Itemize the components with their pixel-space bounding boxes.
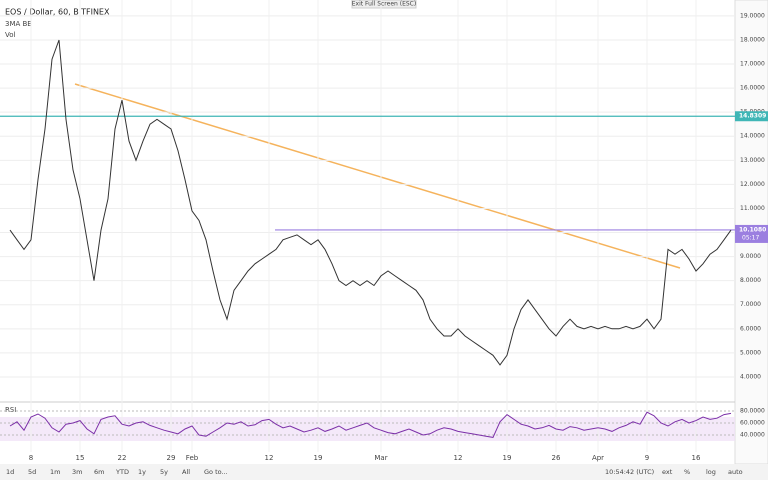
level-tag	[735, 224, 768, 243]
y-tick-label: 17.0000	[740, 61, 765, 68]
option-button[interactable]: ext	[662, 468, 673, 476]
x-tick-label: Mar	[374, 454, 387, 462]
x-tick-label: 15	[76, 454, 85, 462]
y-tick-label: 16.0000	[740, 85, 765, 92]
y-tick-label: 40.0000	[740, 432, 765, 439]
x-tick-label: 12	[265, 454, 274, 462]
y-tick-label: 12.0000	[740, 181, 765, 188]
range-button[interactable]: 5y	[160, 468, 168, 476]
y-tick-label: 14.0000	[740, 133, 765, 140]
trend-line	[74, 83, 681, 269]
y-tick-label: 6.0000	[740, 325, 761, 332]
x-tick-label: 22	[118, 454, 127, 462]
rsi-title: RSI	[5, 406, 16, 414]
y-tick-label: 19.0000	[740, 12, 765, 19]
y-tick-label: 8.0000	[740, 277, 761, 284]
exit-label[interactable]: Exit Full Screen (ESC)	[352, 1, 416, 8]
bottom-toolbar	[0, 464, 768, 480]
level-tag	[735, 111, 768, 122]
exit-button[interactable]	[351, 0, 417, 9]
option-button[interactable]: auto	[728, 468, 743, 476]
range-button[interactable]: 1y	[138, 468, 146, 476]
clock: 10:54:42 (UTC)	[605, 468, 654, 476]
range-button[interactable]: 6m	[94, 468, 104, 476]
x-tick-label: 19	[314, 454, 323, 462]
option-button[interactable]: %	[684, 468, 690, 476]
x-tick-label: 16	[692, 454, 701, 462]
rsi-band	[0, 417, 735, 441]
x-tick-label: 12	[454, 454, 463, 462]
rsi-line	[9, 411, 732, 438]
y-tick-label: 13.0000	[740, 157, 765, 164]
range-button[interactable]: All	[182, 468, 190, 476]
range-button[interactable]: Go to...	[204, 468, 228, 476]
range-button[interactable]: 5d	[28, 468, 36, 476]
range-button[interactable]: 3m	[72, 468, 82, 476]
y-tick-label: 9.0000	[740, 253, 761, 260]
y-tick-label: 60.0000	[740, 420, 765, 427]
x-tick-label: 9	[645, 454, 649, 462]
indicator-label: Vol	[5, 31, 16, 39]
y-tick-label: 5.0000	[740, 349, 761, 356]
range-button[interactable]: 1m	[50, 468, 60, 476]
level-tag-label: 14.8309	[739, 113, 766, 120]
range-button[interactable]: 1d	[6, 468, 14, 476]
x-tick-label: 19	[503, 454, 512, 462]
y-tick-label: 7.0000	[740, 301, 761, 308]
range-button[interactable]: YTD	[115, 468, 129, 476]
symbol-title: EOS / Dollar, 60, BITFINEX	[5, 8, 110, 17]
x-tick-label: Apr	[592, 454, 604, 462]
y-tick-label: 11.0000	[740, 205, 765, 212]
indicator-label: 3MA BB	[5, 20, 32, 28]
x-tick-label: Feb	[186, 454, 199, 462]
countdown: 05:17	[742, 234, 759, 241]
level-tag-label: 10.1080	[739, 226, 766, 233]
price-line	[9, 39, 732, 366]
y-tick-label: 4.0000	[740, 373, 761, 380]
option-button[interactable]: log	[706, 468, 716, 476]
x-tick-label: 8	[29, 454, 33, 462]
y-tick-label: 80.0000	[740, 408, 765, 415]
x-tick-label: 26	[552, 454, 561, 462]
y-tick-label: 18.0000	[740, 36, 765, 43]
x-tick-label: 29	[167, 454, 176, 462]
